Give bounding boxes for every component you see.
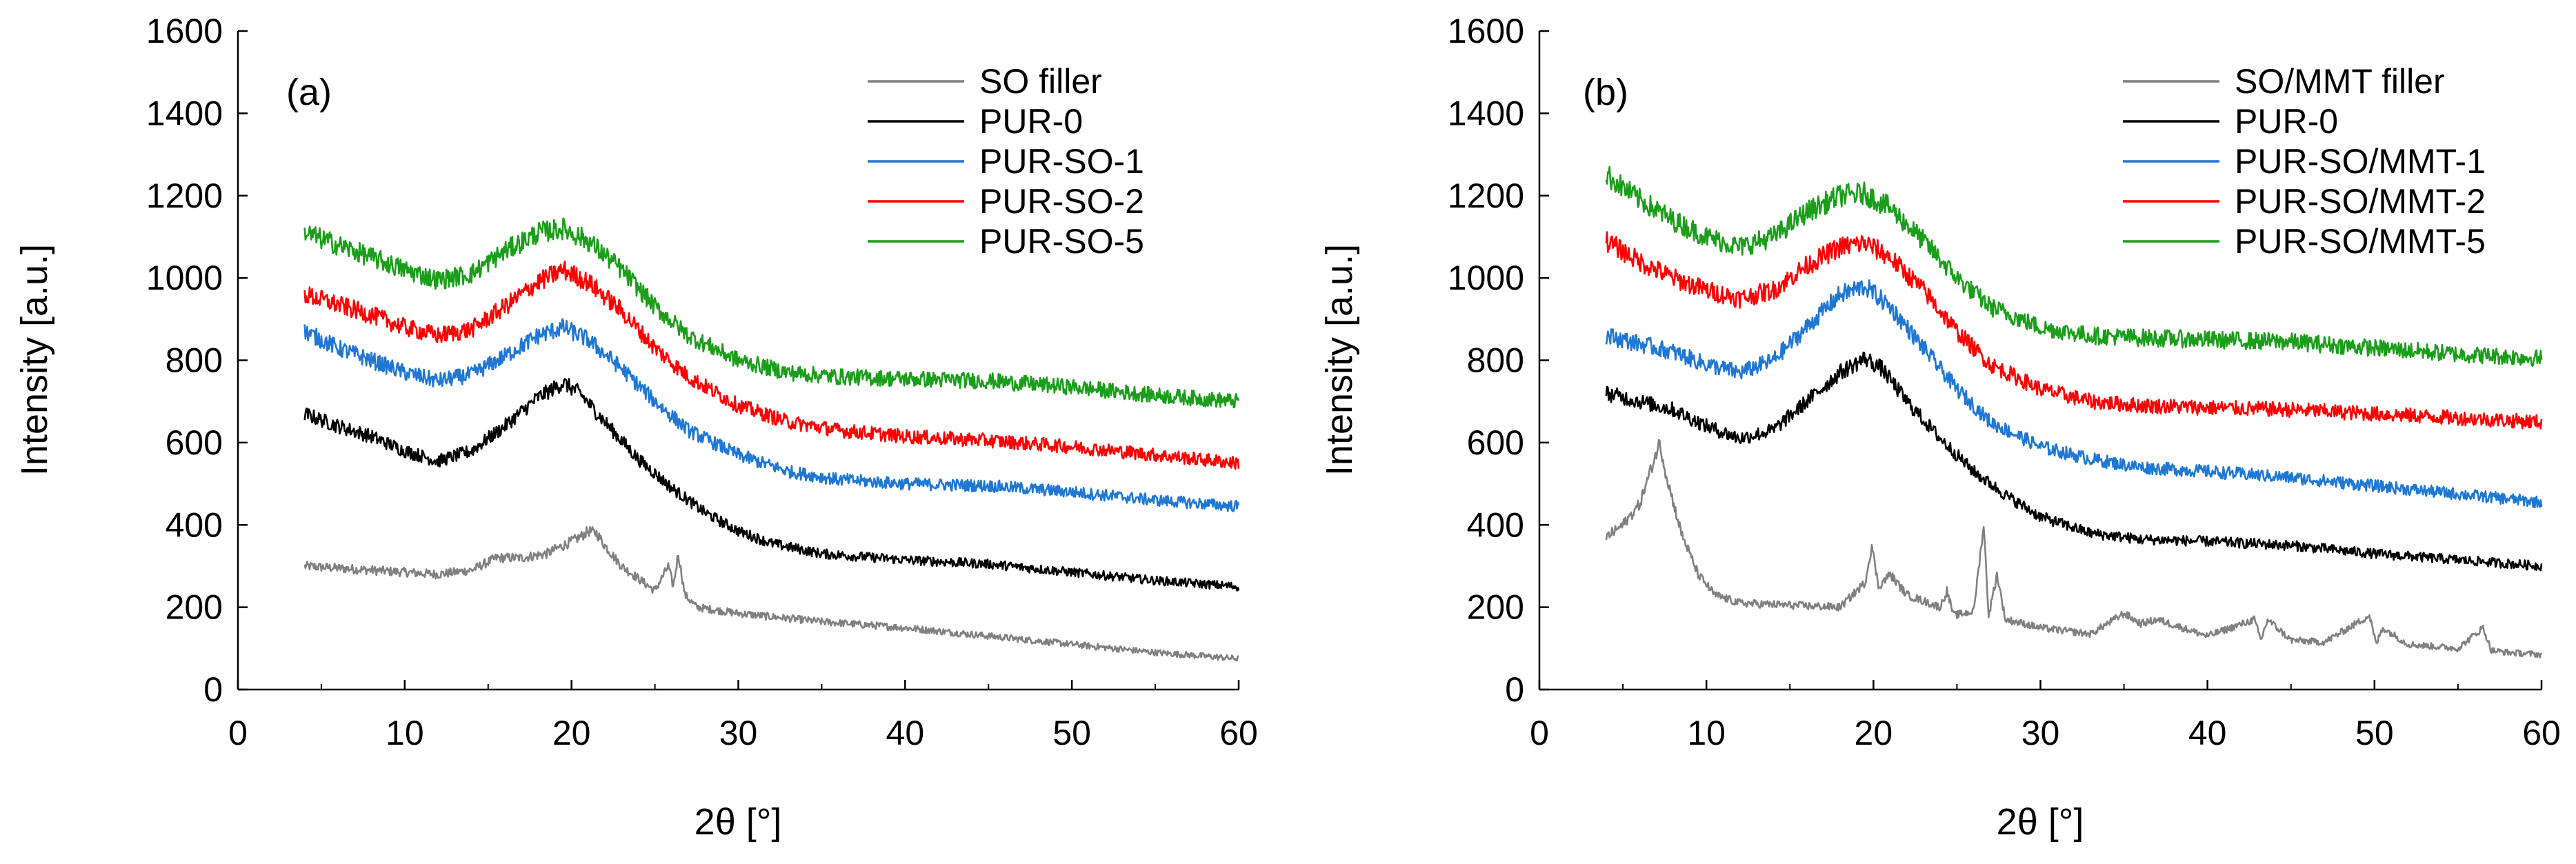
panel-a-x-tick-label-60: 60 xyxy=(1219,714,1258,752)
panel-b-legend-label-3: PUR-SO/MMT-1 xyxy=(2235,142,2486,181)
panel-b-y-tick-label-200: 200 xyxy=(1467,588,1524,627)
panel-a-series-line-3 xyxy=(303,318,1240,512)
panel-a-y-axis-title: Intensity [a.u.] xyxy=(14,244,55,476)
panel-a-series-line-4 xyxy=(303,260,1240,470)
panel-a-legend-label-4: PUR-SO-2 xyxy=(979,182,1144,221)
panel-a-y-tick-label-1000: 1000 xyxy=(146,259,223,297)
panel-a-legend-label-1: SO filler xyxy=(979,62,1102,101)
panel-a-y-tick-label-400: 400 xyxy=(166,505,223,544)
panel-a-legend-label-3: PUR-SO-1 xyxy=(979,142,1144,181)
panel-b-series-group xyxy=(1605,165,2543,659)
panel-a: 0 200 400 600 800 1000 1200 1400 1600 0 10 20 30 40 50… xyxy=(14,12,1258,843)
panel-a-x-tick-label-40: 40 xyxy=(886,714,925,752)
panel-a-y-tick-label-1200: 1200 xyxy=(146,177,223,215)
panel-b-y-tick-label-1600: 1600 xyxy=(1448,12,1524,50)
panel-b-x-tick-label-40: 40 xyxy=(2188,714,2227,752)
panel-b-series-line-5 xyxy=(1605,165,2543,368)
panel-a-series-line-1 xyxy=(303,525,1239,662)
panel-b-y-tick-label-1200: 1200 xyxy=(1448,177,1524,215)
panel-a-legend-label-5: PUR-SO-5 xyxy=(979,222,1144,261)
panel-a-x-tick-label-20: 20 xyxy=(552,714,591,752)
panel-b-legend-label-5: PUR-SO/MMT-5 xyxy=(2235,222,2486,261)
panel-b: 0 200 400 600 800 1000 1200 1400 1600 0 10 20 30 40 50… xyxy=(1319,12,2561,843)
panel-a-x-tick-label-30: 30 xyxy=(719,714,758,752)
panel-b-y-tick-label-600: 600 xyxy=(1467,423,1524,462)
panel-a-x-tick-label-50: 50 xyxy=(1052,714,1091,752)
panel-b-series-line-3 xyxy=(1605,279,2543,509)
panel-a-y-tick-label-0: 0 xyxy=(203,670,223,709)
panel-a-y-tick-label-800: 800 xyxy=(166,341,223,380)
panel-a-y-tick-label-1600: 1600 xyxy=(146,12,223,50)
panel-a-series-line-5 xyxy=(303,217,1240,409)
panel-a-y-tick-label-200: 200 xyxy=(166,588,223,627)
panel-b-x-tick-label-60: 60 xyxy=(2522,714,2561,752)
panel-a-label: (a) xyxy=(286,72,332,113)
panel-b-legend: SO/MMT fillerPUR-0PUR-SO/MMT-1PUR-SO/MMT… xyxy=(2123,62,2486,261)
panel-b-x-tick-label-50: 50 xyxy=(2355,714,2394,752)
panel-a-x-axis-title: 2θ [°] xyxy=(695,801,782,843)
panel-a-legend-label-2: PUR-0 xyxy=(979,102,1083,141)
panel-b-x-tick-label-20: 20 xyxy=(1855,714,1893,752)
panel-b-y-tick-label-1400: 1400 xyxy=(1448,94,1524,132)
panel-b-series-line-1 xyxy=(1605,439,2543,659)
panel-a-series-line-2 xyxy=(303,378,1240,592)
panel-a-y-tick-label-1400: 1400 xyxy=(146,94,223,132)
panel-b-y-tick-label-800: 800 xyxy=(1467,341,1524,380)
panel-b-legend-label-4: PUR-SO/MMT-2 xyxy=(2235,182,2486,221)
panel-a-x-tick-label-10: 10 xyxy=(386,714,424,752)
panel-a-x-tick-label-0: 0 xyxy=(228,714,248,752)
panel-b-x-tick-label-0: 0 xyxy=(1530,714,1549,752)
panel-b-series-line-2 xyxy=(1605,351,2543,572)
panel-b-label: (b) xyxy=(1583,72,1628,113)
panel-b-legend-label-2: PUR-0 xyxy=(2235,102,2338,141)
panel-b-series-line-4 xyxy=(1605,231,2543,430)
panel-b-y-tick-label-0: 0 xyxy=(1505,670,1524,709)
panel-b-x-axis-title: 2θ [°] xyxy=(1997,801,2084,843)
panel-b-legend-label-1: SO/MMT filler xyxy=(2235,62,2445,101)
panel-b-x-tick-label-10: 10 xyxy=(1687,714,1726,752)
panel-b-ticks: 0 200 400 600 800 1000 1200 1400 1600 0 10 20 30 40 50… xyxy=(1448,12,2561,752)
panel-b-x-tick-label-30: 30 xyxy=(2021,714,2060,752)
panel-a-y-tick-label-600: 600 xyxy=(166,423,223,462)
panel-b-y-tick-label-400: 400 xyxy=(1467,505,1524,544)
panel-a-series-group xyxy=(303,217,1240,662)
panel-b-y-tick-label-1000: 1000 xyxy=(1448,259,1524,297)
panel-a-ticks: 0 200 400 600 800 1000 1200 1400 1600 0 10 20 30 40 50… xyxy=(146,12,1258,752)
panel-b-y-axis-title: Intensity [a.u.] xyxy=(1319,244,1360,476)
